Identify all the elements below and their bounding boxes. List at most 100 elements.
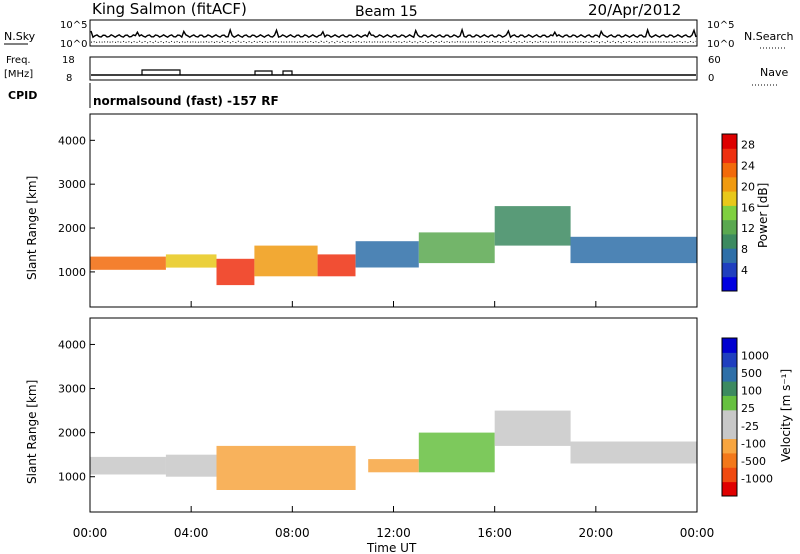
colorbar-segment bbox=[722, 148, 737, 164]
velocity-ylabel: Slant Range [km] bbox=[25, 380, 39, 484]
velocity-y-ticks: 1000 2000 3000 4000 bbox=[58, 338, 95, 484]
station-title: King Salmon (fitACF) bbox=[92, 0, 247, 18]
echo-band-6 bbox=[570, 441, 697, 464]
x-tick-label: 12:00 bbox=[376, 526, 411, 540]
echo-band-6 bbox=[418, 232, 495, 264]
colorbar-segment bbox=[722, 248, 737, 263]
freq-label-1: Freq. bbox=[6, 55, 31, 66]
colorbar-tick-label: 1000 bbox=[741, 350, 769, 363]
colorbar-segment bbox=[722, 262, 737, 278]
colorbar-segment bbox=[722, 481, 737, 497]
power-panel: 1000 2000 3000 4000 Slant Range [km] 4 8 12 16… bbox=[25, 113, 770, 308]
colorbar-frame bbox=[721, 337, 738, 497]
power-colorbar: 4 8 12 16 20 24 28 bbox=[721, 133, 755, 292]
colorbar-segment bbox=[722, 467, 737, 483]
colorbar-tick-label: 12 bbox=[741, 222, 755, 235]
x-tick-label: 00:00 bbox=[73, 526, 108, 540]
freq-panel-frame bbox=[89, 56, 698, 81]
colorbar-segment bbox=[722, 438, 737, 454]
velocity-background bbox=[90, 318, 697, 512]
y-tick-label: 1000 bbox=[58, 266, 86, 279]
echo-band-3 bbox=[254, 245, 318, 277]
echo-band-5 bbox=[494, 410, 571, 446]
colorbar-segment bbox=[722, 162, 737, 178]
colorbar-segment bbox=[722, 205, 737, 221]
x-tick-label: 08:00 bbox=[275, 526, 310, 540]
colorbar-segment bbox=[722, 366, 737, 382]
cpid-text: normalsound (fast) -157 RF bbox=[93, 94, 279, 108]
y-tick-label: 2000 bbox=[58, 427, 86, 440]
echo-band-5 bbox=[355, 241, 419, 268]
colorbar-tick-label: 25 bbox=[741, 402, 755, 415]
colorbar-tick-label: 8 bbox=[741, 243, 748, 256]
x-tick-label: 04:00 bbox=[174, 526, 209, 540]
freq-label-2: [MHz] bbox=[4, 69, 33, 80]
colorbar-segment bbox=[722, 176, 737, 192]
colorbar-segment bbox=[722, 233, 737, 249]
date-title: 20/Apr/2012 bbox=[588, 1, 681, 19]
echo-band-1 bbox=[165, 454, 217, 477]
colorbar-segment bbox=[722, 276, 737, 292]
y-tick-label: 1000 bbox=[58, 471, 86, 484]
echo-band-2 bbox=[216, 445, 356, 490]
x-tick-label: 00:00 bbox=[680, 526, 715, 540]
colorbar-tick-label: 500 bbox=[741, 367, 762, 380]
power-y-ticks: 1000 2000 3000 4000 bbox=[58, 134, 95, 279]
colorbar-segment bbox=[722, 452, 737, 468]
colorbar-segment bbox=[722, 134, 737, 149]
echo-band-4 bbox=[317, 254, 356, 277]
nave-tick-top: 60 bbox=[708, 55, 721, 66]
echo-band-3 bbox=[368, 459, 419, 473]
velocity-panel: 1000 2000 3000 4000 Slant Range [km] 1000 50… bbox=[25, 317, 793, 513]
colorbar-tick-label: 24 bbox=[741, 159, 755, 172]
search-label: N.Search bbox=[744, 30, 794, 43]
power-ylabel: Slant Range [km] bbox=[25, 176, 39, 280]
y-tick-label: 2000 bbox=[58, 222, 86, 235]
sky-panel: N.Sky 10^5 10^0 N.Search 10^5 10^0 bbox=[4, 19, 794, 50]
colorbar-tick-label: -100 bbox=[741, 437, 766, 450]
search-count-line bbox=[90, 40, 697, 44]
echo-band-0 bbox=[90, 456, 166, 475]
colorbar-segment bbox=[722, 352, 737, 368]
colorbar-segment bbox=[722, 338, 737, 353]
colorbar-tick-label: -1000 bbox=[741, 472, 773, 485]
search-tick-bottom: 10^0 bbox=[707, 39, 734, 50]
cpid-panel: CPID normalsound (fast) -157 RF bbox=[8, 83, 279, 108]
echo-band-2 bbox=[216, 258, 255, 286]
x-axis-label: Time UT bbox=[366, 541, 417, 554]
x-tick-label: 20:00 bbox=[579, 526, 614, 540]
search-tick-top: 10^5 bbox=[707, 20, 734, 31]
colorbar-tick-label: 4 bbox=[741, 264, 748, 277]
freq-bumps bbox=[141, 69, 293, 75]
echo-band-7 bbox=[494, 206, 571, 246]
colorbar-tick-label: 28 bbox=[741, 138, 755, 151]
freq-tick-top: 18 bbox=[62, 55, 75, 66]
velocity-cbar-label: Velocity [m s⁻¹] bbox=[779, 369, 793, 462]
colorbar-segment bbox=[722, 381, 737, 396]
y-tick-label: 3000 bbox=[58, 383, 86, 396]
nave-tick-bottom: 0 bbox=[708, 73, 714, 84]
echo-band-0 bbox=[90, 256, 166, 270]
colorbar-tick-label: 16 bbox=[741, 201, 755, 214]
colorbar-segment bbox=[722, 219, 737, 235]
echo-band-8 bbox=[570, 236, 697, 264]
cpid-label: CPID bbox=[8, 89, 37, 102]
colorbar-tick-label: -500 bbox=[741, 455, 766, 468]
sky-panel-frame bbox=[89, 19, 698, 47]
sky-count-line bbox=[90, 27, 697, 39]
sky-tick-top: 10^5 bbox=[60, 20, 87, 31]
y-tick-label: 4000 bbox=[58, 338, 86, 351]
colorbar-tick-label: 20 bbox=[741, 180, 755, 193]
y-tick-label: 4000 bbox=[58, 134, 86, 147]
beam-title: Beam 15 bbox=[355, 4, 418, 20]
colorbar-frame bbox=[721, 133, 738, 292]
y-tick-label: 3000 bbox=[58, 178, 86, 191]
colorbar-segment bbox=[722, 409, 737, 425]
colorbar-tick-label: 100 bbox=[741, 385, 762, 398]
colorbar-segment bbox=[722, 395, 737, 411]
echo-band-1 bbox=[165, 254, 217, 268]
velocity-colorbar: 1000 500 100 25 -25 -100 -500 -1000 bbox=[721, 337, 773, 497]
colorbar-segment bbox=[722, 424, 737, 440]
velocity-data bbox=[90, 410, 697, 490]
